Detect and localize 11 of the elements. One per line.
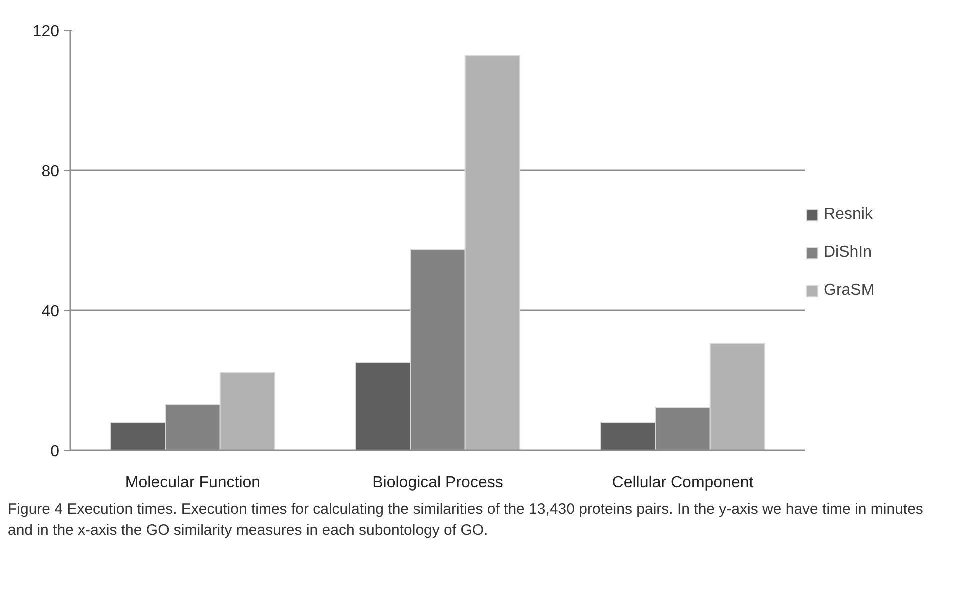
y-tick-label: 120 <box>32 24 60 40</box>
x-tick-label: Molecular Function <box>125 474 261 492</box>
x-tick-label: Cellular Component <box>612 474 754 492</box>
legend-label: Resnik <box>824 206 873 224</box>
y-tick-label: 0 <box>50 444 60 460</box>
legend-label: GraSM <box>824 282 875 300</box>
x-tick-label: Biological Process <box>372 474 504 492</box>
y-tick-label: 80 <box>42 164 60 180</box>
caption: Figure 4 Execution times. Execution times for calculating the similarities of the 13,430 proteins pairs. In the y-axis we have time in minutes and in the x-axis the GO similarity measures in each subontology of GO. <box>8 500 924 542</box>
y-tick-label: 40 <box>42 304 60 320</box>
legend-label: DiShIn <box>824 244 872 262</box>
